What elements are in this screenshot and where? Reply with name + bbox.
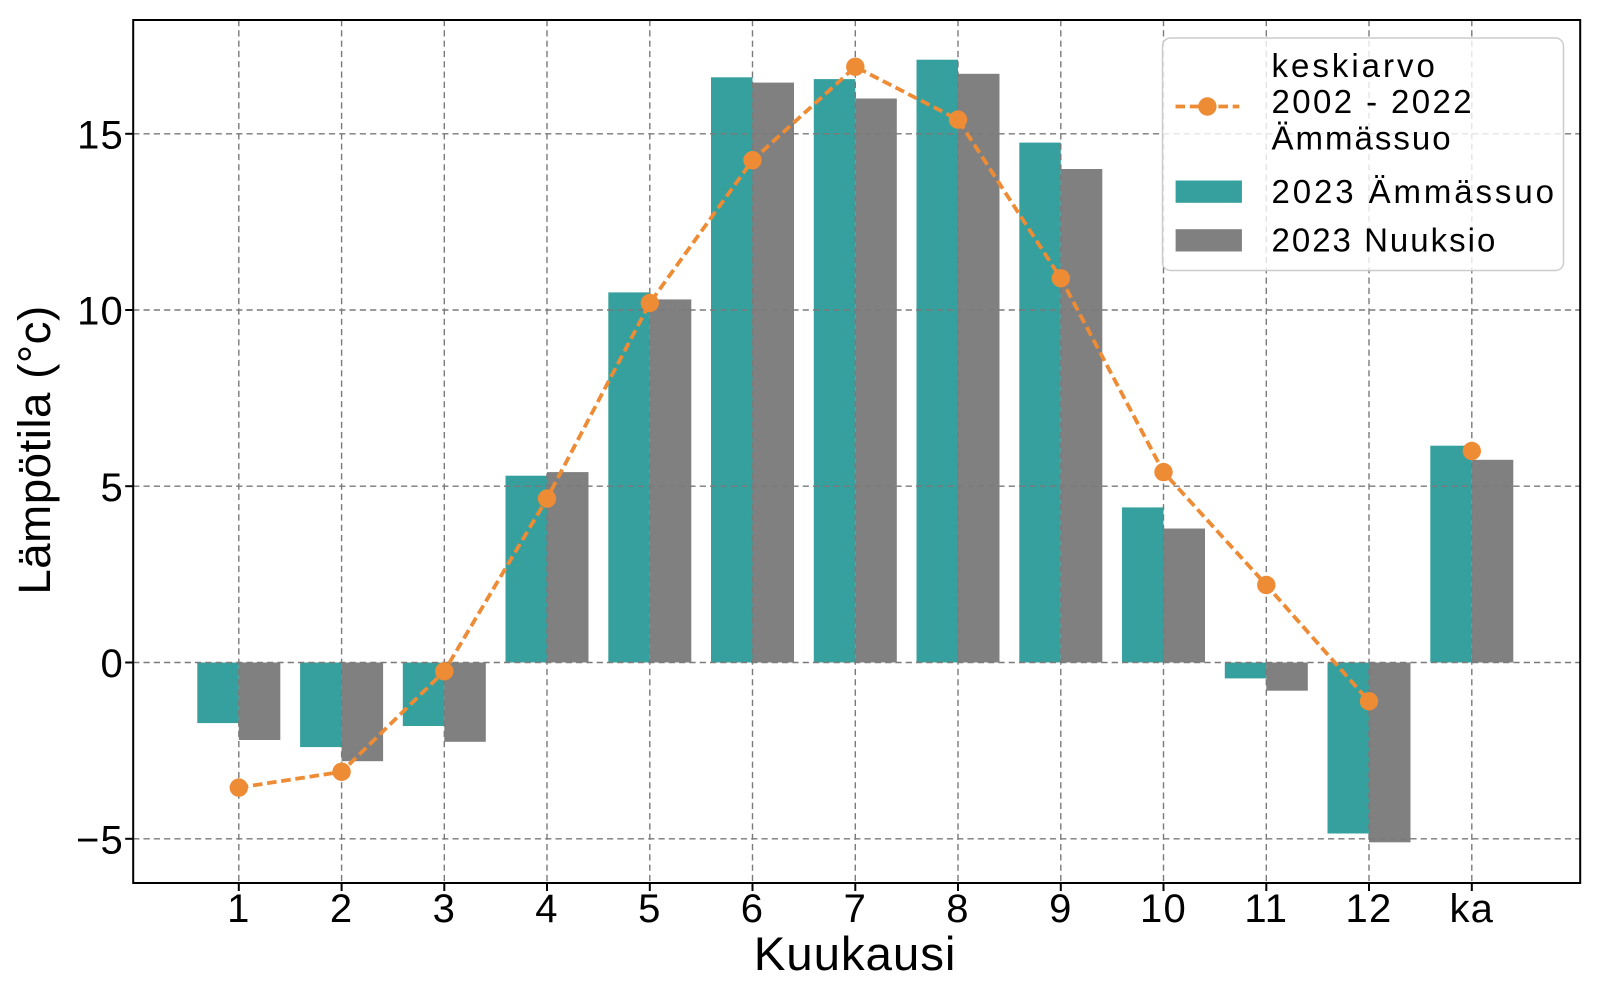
- svg-text:8: 8: [946, 887, 969, 931]
- svg-text:6: 6: [741, 887, 764, 931]
- svg-text:0: 0: [101, 642, 124, 686]
- svg-text:3: 3: [433, 887, 456, 931]
- svg-text:5: 5: [638, 887, 661, 931]
- svg-text:2: 2: [330, 887, 353, 931]
- svg-text:10: 10: [77, 290, 124, 334]
- svg-text:2023 Nuuksio: 2023 Nuuksio: [1272, 221, 1498, 258]
- svg-text:15: 15: [77, 113, 124, 157]
- svg-text:Kuukausi: Kuukausi: [754, 928, 957, 981]
- svg-text:Ämmässuo: Ämmässuo: [1272, 119, 1453, 156]
- svg-text:ka: ka: [1449, 887, 1494, 931]
- svg-text:5: 5: [101, 466, 124, 510]
- svg-text:10: 10: [1140, 887, 1187, 931]
- svg-text:11: 11: [1244, 887, 1288, 931]
- svg-text:4: 4: [535, 887, 558, 931]
- svg-text:keskiarvo: keskiarvo: [1272, 47, 1438, 84]
- svg-text:1: 1: [227, 887, 250, 931]
- svg-text:7: 7: [844, 887, 867, 931]
- svg-text:Lämpötila (°c): Lämpötila (°c): [9, 305, 60, 594]
- svg-text:12: 12: [1346, 887, 1393, 931]
- svg-text:−5: −5: [76, 818, 124, 862]
- svg-text:9: 9: [1049, 887, 1072, 931]
- svg-text:2023 Ämmässuo: 2023 Ämmässuo: [1272, 173, 1557, 210]
- svg-text:2002 - 2022: 2002 - 2022: [1272, 83, 1475, 120]
